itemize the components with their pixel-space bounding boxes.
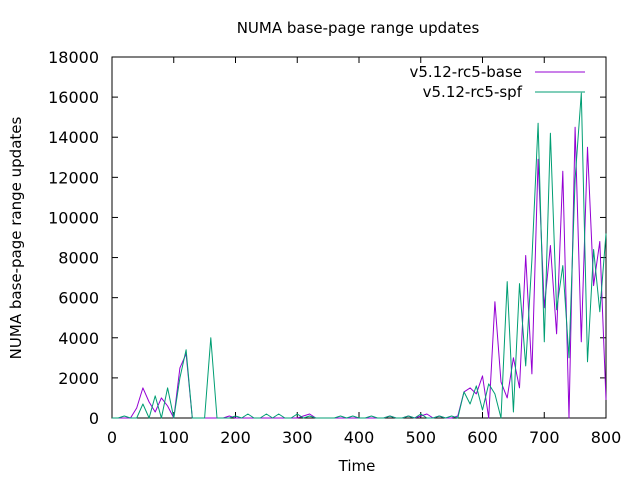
series-layer — [112, 92, 607, 419]
y-tick-label: 2000 — [58, 369, 99, 388]
x-tick-label: 400 — [344, 428, 375, 447]
chart-title: NUMA base-page range updates — [237, 19, 480, 37]
legend: v5.12-rc5-base v5.12-rc5-spf — [410, 63, 585, 101]
x-axis-label: Time — [338, 457, 376, 475]
y-tick-label: 4000 — [58, 329, 99, 348]
y-tick-label: 18000 — [48, 48, 99, 67]
x-tick-label: 800 — [591, 428, 622, 447]
x-tick-label: 700 — [529, 428, 560, 447]
y-tick-label: 0 — [89, 409, 99, 428]
y-tick-label: 10000 — [48, 208, 99, 227]
y-axis-label: NUMA base-page range updates — [7, 117, 25, 360]
y-tick-label: 16000 — [48, 88, 99, 107]
y-tick-label: 14000 — [48, 128, 99, 147]
y-tick-label: 12000 — [48, 168, 99, 187]
legend-label: v5.12-rc5-spf — [423, 83, 523, 101]
x-tick-label: 600 — [467, 428, 498, 447]
legend-label: v5.12-rc5-base — [410, 63, 523, 81]
x-tick-label: 500 — [405, 428, 436, 447]
y-tick-label: 6000 — [58, 289, 99, 308]
series-line-0 — [112, 126, 607, 419]
series-line-1 — [112, 92, 607, 419]
axis-ticks: 0 100 200 300 400 500 600 700 800020004000600080… — [48, 48, 621, 447]
x-tick-label: 200 — [220, 428, 251, 447]
x-tick-label: 100 — [158, 428, 189, 447]
x-tick-label: 300 — [282, 428, 313, 447]
x-tick-label: 0 — [107, 428, 117, 447]
y-tick-label: 8000 — [58, 249, 99, 268]
